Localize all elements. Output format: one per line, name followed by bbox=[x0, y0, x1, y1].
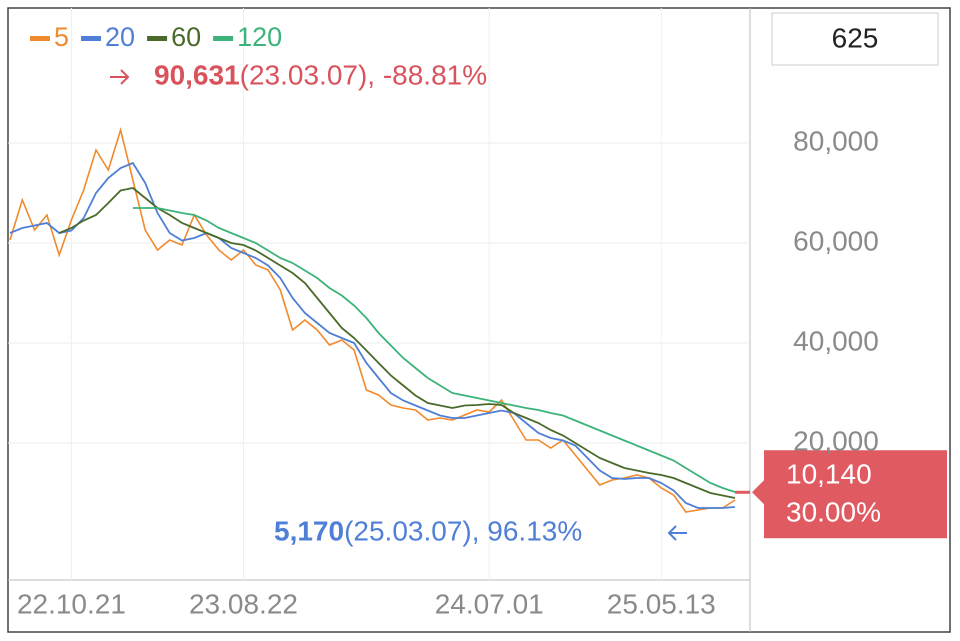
high-detail: (23.03.07), -88.81% bbox=[240, 59, 488, 90]
high-price: 90,631 bbox=[154, 59, 240, 90]
period-value[interactable]: 625 bbox=[832, 22, 879, 53]
legend-swatch bbox=[147, 36, 168, 41]
frame bbox=[7, 7, 951, 633]
overlay: 90,631 (23.03.07), -88.81% 5,170 (25.03.07)… bbox=[154, 59, 947, 546]
legend-label[interactable]: 20 bbox=[105, 22, 135, 52]
legend-swatch bbox=[213, 36, 234, 41]
ma-line bbox=[9, 161, 736, 509]
ma-line bbox=[9, 126, 736, 513]
low-detail: (25.03.07), 96.13% bbox=[344, 515, 582, 546]
legend-label[interactable]: 120 bbox=[237, 22, 282, 52]
x-tick-label: 23.08.22 bbox=[189, 588, 298, 619]
x-tick-label: 22.10.21 bbox=[17, 588, 126, 619]
high-arrow bbox=[110, 69, 130, 85]
x-tick-label: 25.05.13 bbox=[607, 588, 716, 619]
plot-area bbox=[8, 8, 750, 580]
current-change: 30.00% bbox=[786, 497, 881, 528]
low-price: 5,170 bbox=[274, 515, 344, 546]
y-tick-label: 40,000 bbox=[793, 325, 879, 356]
x-tick-label: 24.07.01 bbox=[435, 588, 544, 619]
y-tick-label: 80,000 bbox=[793, 125, 879, 156]
legend-swatch bbox=[30, 36, 50, 41]
ma-line bbox=[58, 187, 736, 499]
low-arrow bbox=[667, 525, 687, 541]
legend-swatch bbox=[81, 36, 102, 41]
y-tick-label: 20,000 bbox=[793, 425, 879, 456]
legend-label[interactable]: 5 bbox=[54, 22, 69, 52]
legend-label[interactable]: 60 bbox=[171, 22, 201, 52]
y-tick-label: 60,000 bbox=[793, 225, 879, 256]
period-box[interactable] bbox=[771, 12, 939, 66]
current-price: 10,140 bbox=[786, 459, 872, 490]
ma-line bbox=[132, 207, 736, 493]
current-box bbox=[752, 450, 947, 539]
